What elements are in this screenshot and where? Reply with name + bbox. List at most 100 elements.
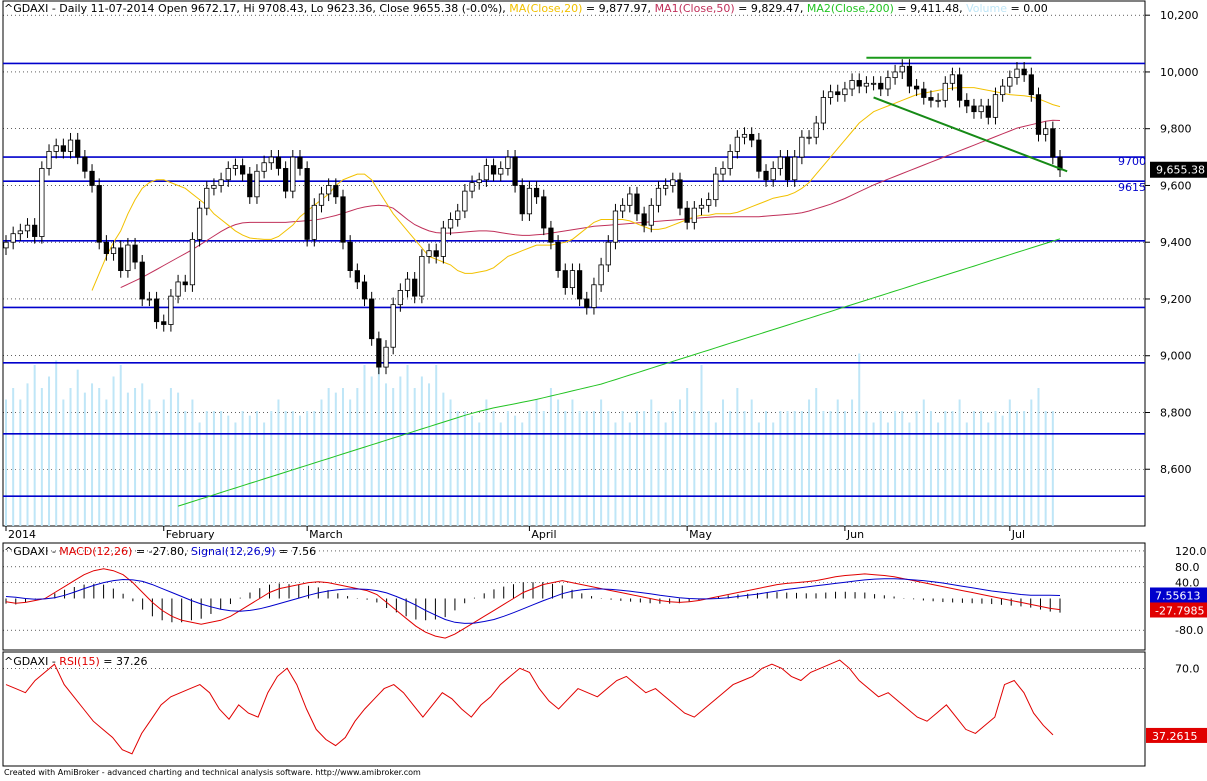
candle-body: [713, 173, 719, 201]
candle-body: [741, 133, 748, 138]
candle-body: [311, 204, 317, 240]
rsi-panel: [2, 651, 1146, 767]
candle-body: [383, 346, 389, 368]
candle-body: [376, 338, 382, 368]
candle-body: [318, 193, 325, 206]
candle-body: [17, 230, 23, 235]
candle-body: [132, 244, 138, 263]
candle-body: [261, 162, 267, 172]
candle-body: [620, 204, 626, 212]
candle-body: [82, 156, 88, 172]
candle-body: [512, 156, 518, 186]
candle-body: [110, 247, 117, 254]
macd-tick-label: 80.0: [1175, 561, 1200, 574]
candle-body: [770, 168, 776, 181]
candle-body: [921, 88, 927, 98]
candle-body: [304, 168, 310, 240]
candle-body: [569, 270, 576, 289]
trendline-down: [873, 96, 1068, 173]
candle-body: [727, 151, 733, 169]
rsi-last-box: [1146, 727, 1207, 743]
candle-body: [648, 204, 654, 226]
last-price-label: 9,655.38: [1156, 164, 1205, 177]
candle-body: [498, 168, 504, 175]
candle-body: [548, 227, 554, 243]
candle-body: [1014, 68, 1020, 79]
candle-body: [526, 187, 533, 215]
candle-body: [283, 168, 289, 192]
candle-body: [870, 82, 877, 85]
x-tick-label: March: [309, 528, 343, 541]
candle-body: [290, 156, 296, 192]
candle-body: [196, 207, 203, 240]
candle-body: [863, 82, 870, 87]
candle-body: [225, 168, 231, 181]
candle-body: [462, 190, 468, 212]
candle-body: [211, 185, 217, 189]
candle-body: [842, 88, 848, 96]
candle-body: [1000, 85, 1006, 96]
macd-tick-label: -80.0: [1175, 624, 1203, 637]
candle-body: [125, 244, 131, 271]
candle-body: [605, 241, 611, 266]
macd-last-box: [1150, 602, 1207, 618]
candle-body: [756, 139, 762, 172]
candle-body: [820, 97, 827, 124]
candle-body: [562, 270, 568, 289]
x-tick-label: Jun: [846, 528, 864, 541]
candle-body: [75, 139, 81, 158]
candle-body: [326, 185, 332, 195]
candle-body: [232, 165, 239, 169]
candle-body: [175, 281, 181, 297]
candle-body: [784, 156, 791, 181]
candle-body: [698, 204, 705, 209]
candle-body: [153, 298, 160, 323]
candle-body: [913, 85, 920, 90]
candle-body: [3, 241, 9, 249]
candle-body: [555, 241, 561, 271]
ma20-line: [91, 87, 1061, 291]
candle-body: [1043, 128, 1049, 135]
candle-body: [39, 168, 45, 237]
candle-body: [1007, 77, 1013, 87]
candle-body: [849, 80, 855, 90]
candle-body: [369, 298, 375, 340]
candle-body: [347, 241, 353, 271]
candle-body: [412, 278, 418, 297]
candle-body: [827, 91, 834, 98]
candle-body: [182, 281, 188, 286]
candle-body: [655, 187, 662, 206]
candle-body: [404, 278, 411, 291]
candle-body: [1050, 128, 1056, 158]
candle-body: [361, 281, 368, 300]
macd-line: [5, 568, 1061, 639]
candle-body: [734, 136, 740, 152]
candle-body: [390, 304, 396, 348]
candle-body: [763, 170, 769, 181]
candle-body: [10, 233, 16, 243]
candle-body: [483, 165, 490, 181]
candle-body: [985, 105, 991, 118]
candle-body: [541, 196, 547, 229]
candle-body: [706, 199, 712, 206]
volume-legend: Volume: [966, 2, 1008, 15]
x-tick-label: May: [689, 528, 712, 541]
signal-last-box: [1150, 587, 1207, 603]
candle-body: [118, 247, 124, 271]
price-tick-label: 9,600: [1160, 179, 1192, 192]
candle-body: [892, 71, 898, 79]
candle-body: [641, 213, 647, 226]
candle-body: [885, 77, 891, 90]
candle-body: [447, 219, 454, 229]
price-tick-label: 10,000: [1160, 66, 1199, 79]
footer-credit: Created with AmiBroker - advanced charti…: [4, 768, 421, 777]
candle-body: [161, 321, 167, 325]
macd-tick-label: 120.0: [1175, 545, 1207, 558]
ma200-line: [177, 238, 1061, 507]
volume-legend-value: = 0.00: [1007, 2, 1048, 15]
candle-body: [340, 196, 346, 243]
candle-body: [505, 156, 511, 169]
candle-body: [146, 298, 153, 301]
candle-body: [856, 80, 862, 87]
signal-legend-value: = 7.56: [275, 545, 317, 558]
